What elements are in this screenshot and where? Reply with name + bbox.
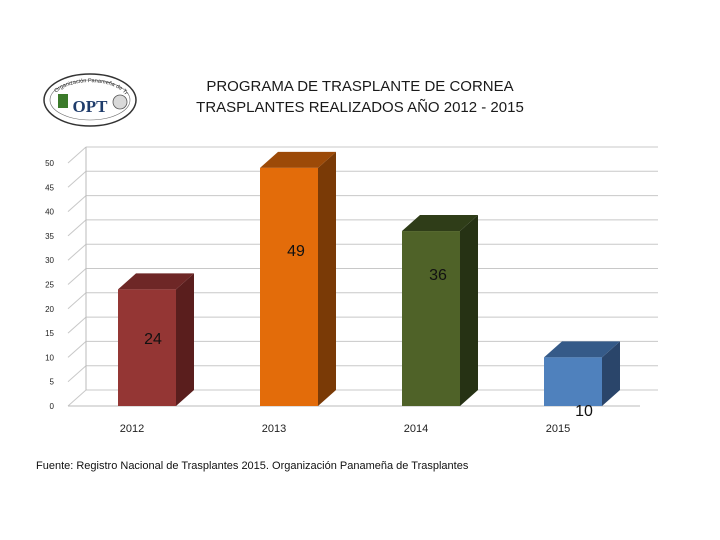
bar-top (118, 273, 194, 290)
y-tick-label: 45 (45, 183, 54, 192)
gridline-depth (67, 365, 87, 383)
bar-2012 (118, 289, 176, 406)
bar-side (318, 151, 336, 406)
logo-seal-icon (112, 94, 128, 110)
source-note: Fuente: Registro Nacional de Trasplantes… (36, 460, 469, 472)
bar-top (402, 215, 478, 232)
y-tick-label: 35 (45, 232, 54, 241)
data-label: 24 (144, 331, 162, 348)
gridline-depth (67, 146, 87, 164)
x-tick-label: 2015 (546, 423, 570, 435)
gridline-depth (67, 243, 87, 261)
gridline-depth (67, 170, 87, 188)
y-tick-label: 30 (45, 256, 54, 265)
bar-side (460, 215, 478, 406)
y-tick-label: 10 (45, 353, 54, 362)
y-tick-label: 20 (45, 305, 54, 314)
gridline-depth (67, 389, 87, 407)
y-tick-label: 50 (45, 159, 54, 168)
gridline-depth (67, 292, 87, 310)
gridline-depth (67, 341, 87, 358)
gridline-depth (67, 219, 87, 237)
data-label: 49 (287, 243, 305, 260)
logo-leaf-icon (58, 94, 68, 108)
y-tick-label: 15 (45, 329, 54, 338)
logo-acronym: OPT (73, 97, 109, 116)
bar-2013 (260, 167, 318, 406)
bar-2014 (402, 231, 460, 406)
chart-title: PROGRAMA DE TRASPLANTE DE CORNEA (206, 78, 514, 95)
bar-top (260, 151, 336, 168)
y-tick-label: 5 (50, 378, 55, 387)
gridline-depth (67, 316, 87, 334)
x-tick-label: 2013 (262, 423, 286, 435)
x-tick-label: 2012 (120, 423, 144, 435)
opt-logo: Organización Panameña de Trasplantes OPT (40, 68, 138, 133)
data-label: 36 (429, 267, 447, 284)
logo-ellipse (43, 73, 137, 127)
chart-title-block: PROGRAMA DE TRASPLANTE DE CORNEA TRASPLA… (160, 76, 560, 118)
y-tick-label: 25 (45, 281, 54, 290)
bar-side (176, 273, 194, 406)
y-tick-label: 40 (45, 208, 54, 217)
gridline-depth (67, 195, 87, 212)
bar-2015 (544, 357, 602, 406)
bar-side (602, 341, 620, 406)
data-label: 10 (575, 403, 593, 420)
bar-top (544, 341, 620, 358)
gridline-depth (67, 268, 87, 285)
x-tick-label: 2014 (404, 423, 428, 435)
y-tick-label: 0 (50, 402, 55, 411)
chart-subtitle: TRASPLANTES REALIZADOS AÑO 2012 - 2015 (196, 99, 524, 116)
